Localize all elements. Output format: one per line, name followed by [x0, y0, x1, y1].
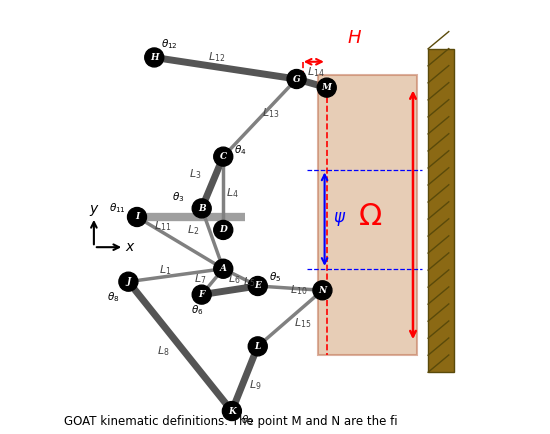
Text: $\theta_{8}$: $\theta_{8}$	[107, 290, 119, 304]
Text: $x$: $x$	[125, 240, 136, 254]
Text: D: D	[219, 225, 227, 234]
Circle shape	[222, 401, 241, 421]
Circle shape	[313, 281, 332, 300]
Text: $L_{\mathregular{13}}$: $L_{\mathregular{13}}$	[262, 107, 279, 120]
Text: $y$: $y$	[89, 203, 99, 218]
Text: $L_{\mathregular{10}}$: $L_{\mathregular{10}}$	[290, 283, 307, 297]
Text: $L_{\mathregular{15}}$: $L_{\mathregular{15}}$	[294, 316, 312, 329]
Text: G: G	[293, 75, 300, 83]
Text: K: K	[228, 407, 236, 415]
Text: $L_{\mathregular{1}}$: $L_{\mathregular{1}}$	[159, 263, 171, 277]
Text: C: C	[219, 152, 227, 161]
Bar	[318, 75, 417, 355]
Circle shape	[145, 48, 164, 67]
Bar	[428, 49, 454, 372]
Text: $L_{\mathregular{4}}$: $L_{\mathregular{4}}$	[226, 186, 238, 200]
Text: F: F	[199, 290, 205, 299]
Text: A: A	[220, 264, 227, 273]
Circle shape	[248, 337, 267, 356]
Text: $L_{\mathregular{9}}$: $L_{\mathregular{9}}$	[249, 378, 262, 392]
Circle shape	[128, 207, 146, 227]
Text: I: I	[135, 213, 139, 221]
Text: N: N	[318, 286, 327, 295]
Text: $\theta_{6}$: $\theta_{6}$	[191, 303, 204, 317]
Text: $\theta_{4}$: $\theta_{4}$	[234, 143, 247, 157]
Circle shape	[192, 199, 211, 218]
Circle shape	[192, 285, 211, 304]
Text: $H$: $H$	[347, 29, 362, 47]
Text: $\psi$: $\psi$	[333, 210, 346, 228]
Circle shape	[317, 78, 336, 97]
Circle shape	[248, 276, 267, 296]
Text: M: M	[322, 83, 332, 92]
Text: B: B	[198, 204, 206, 213]
Text: $L_{\mathregular{12}}$: $L_{\mathregular{12}}$	[208, 50, 226, 64]
Circle shape	[214, 147, 233, 166]
Circle shape	[119, 272, 138, 291]
Text: GOAT kinematic definitions. The point M and N are the fi: GOAT kinematic definitions. The point M …	[64, 415, 397, 428]
Text: $L_{\mathregular{11}}$: $L_{\mathregular{11}}$	[154, 219, 172, 233]
Text: $L_{\mathregular{8}}$: $L_{\mathregular{8}}$	[157, 344, 169, 358]
Text: $\theta_{11}$: $\theta_{11}$	[109, 201, 126, 215]
Circle shape	[287, 69, 306, 89]
Text: $\theta_{12}$: $\theta_{12}$	[161, 38, 178, 51]
Text: $L_{\mathregular{2}}$: $L_{\mathregular{2}}$	[187, 223, 199, 237]
Text: $L_{\mathregular{14}}$: $L_{\mathregular{14}}$	[307, 66, 325, 79]
Text: $\theta_{5}$: $\theta_{5}$	[269, 270, 281, 284]
Circle shape	[214, 259, 233, 278]
Text: L: L	[255, 342, 261, 351]
Text: $\theta_{9}$: $\theta_{9}$	[241, 413, 253, 427]
Text: $\theta_{3}$: $\theta_{3}$	[172, 191, 184, 204]
Text: H: H	[150, 53, 158, 62]
Circle shape	[214, 220, 233, 240]
Text: $L_{\mathregular{3}}$: $L_{\mathregular{3}}$	[189, 167, 201, 181]
Text: $L_{\mathregular{6}}$: $L_{\mathregular{6}}$	[228, 273, 240, 286]
Text: J: J	[126, 277, 130, 286]
Text: $\Omega$: $\Omega$	[358, 203, 382, 231]
Text: $L_{\mathregular{5}}$: $L_{\mathregular{5}}$	[243, 275, 255, 289]
Text: E: E	[254, 282, 261, 290]
Text: $L_{\mathregular{7}}$: $L_{\mathregular{7}}$	[194, 273, 207, 286]
